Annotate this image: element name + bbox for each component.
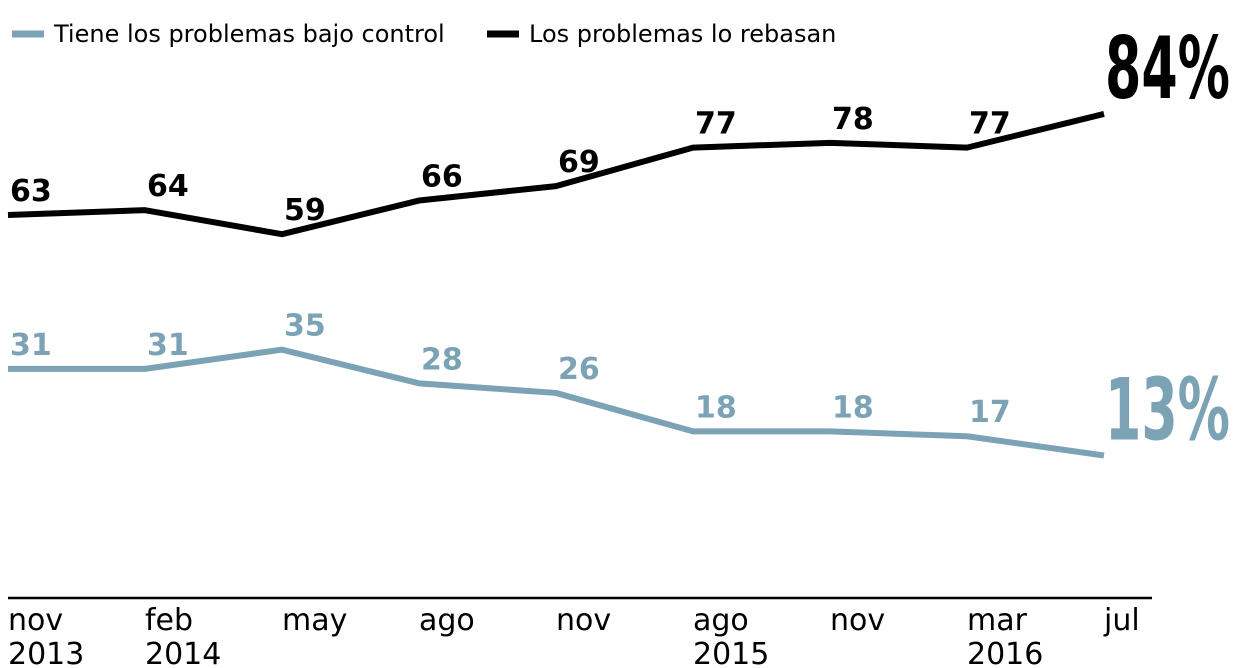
legend-label: Los problemas lo rebasan xyxy=(529,20,836,48)
end-value-label: 84% xyxy=(1105,19,1230,119)
value-label: 63 xyxy=(10,174,52,209)
value-label: 17 xyxy=(969,395,1011,430)
x-tick-label: jul xyxy=(1103,603,1140,638)
value-label: 18 xyxy=(695,390,737,425)
value-label: 31 xyxy=(10,328,52,363)
value-label: 78 xyxy=(832,102,874,137)
x-tick-label: ago 2015 xyxy=(693,603,769,668)
value-label: 18 xyxy=(832,390,874,425)
x-tick-label: nov xyxy=(830,603,885,638)
value-label: 35 xyxy=(284,309,326,344)
value-label: 69 xyxy=(558,145,600,180)
series-line xyxy=(8,346,1105,459)
value-label: 66 xyxy=(421,160,463,195)
x-tick-label: ago xyxy=(419,603,475,638)
x-tick-label: nov xyxy=(556,603,611,638)
value-label: 77 xyxy=(969,107,1011,142)
series-line xyxy=(7,111,1105,238)
value-label: 26 xyxy=(558,352,600,387)
value-label: 64 xyxy=(147,169,189,204)
legend-label: Tiene los problemas bajo control xyxy=(53,20,445,48)
end-value-label: 13% xyxy=(1105,360,1230,460)
value-label: 31 xyxy=(147,328,189,363)
x-tick-label: feb 2014 xyxy=(145,603,221,668)
value-label: 77 xyxy=(695,107,737,142)
x-tick-label: mar 2016 xyxy=(967,603,1043,668)
value-label: 59 xyxy=(284,193,326,228)
x-tick-label: nov 2013 xyxy=(8,603,84,668)
x-tick-label: may xyxy=(282,603,347,638)
value-label: 28 xyxy=(421,342,463,377)
